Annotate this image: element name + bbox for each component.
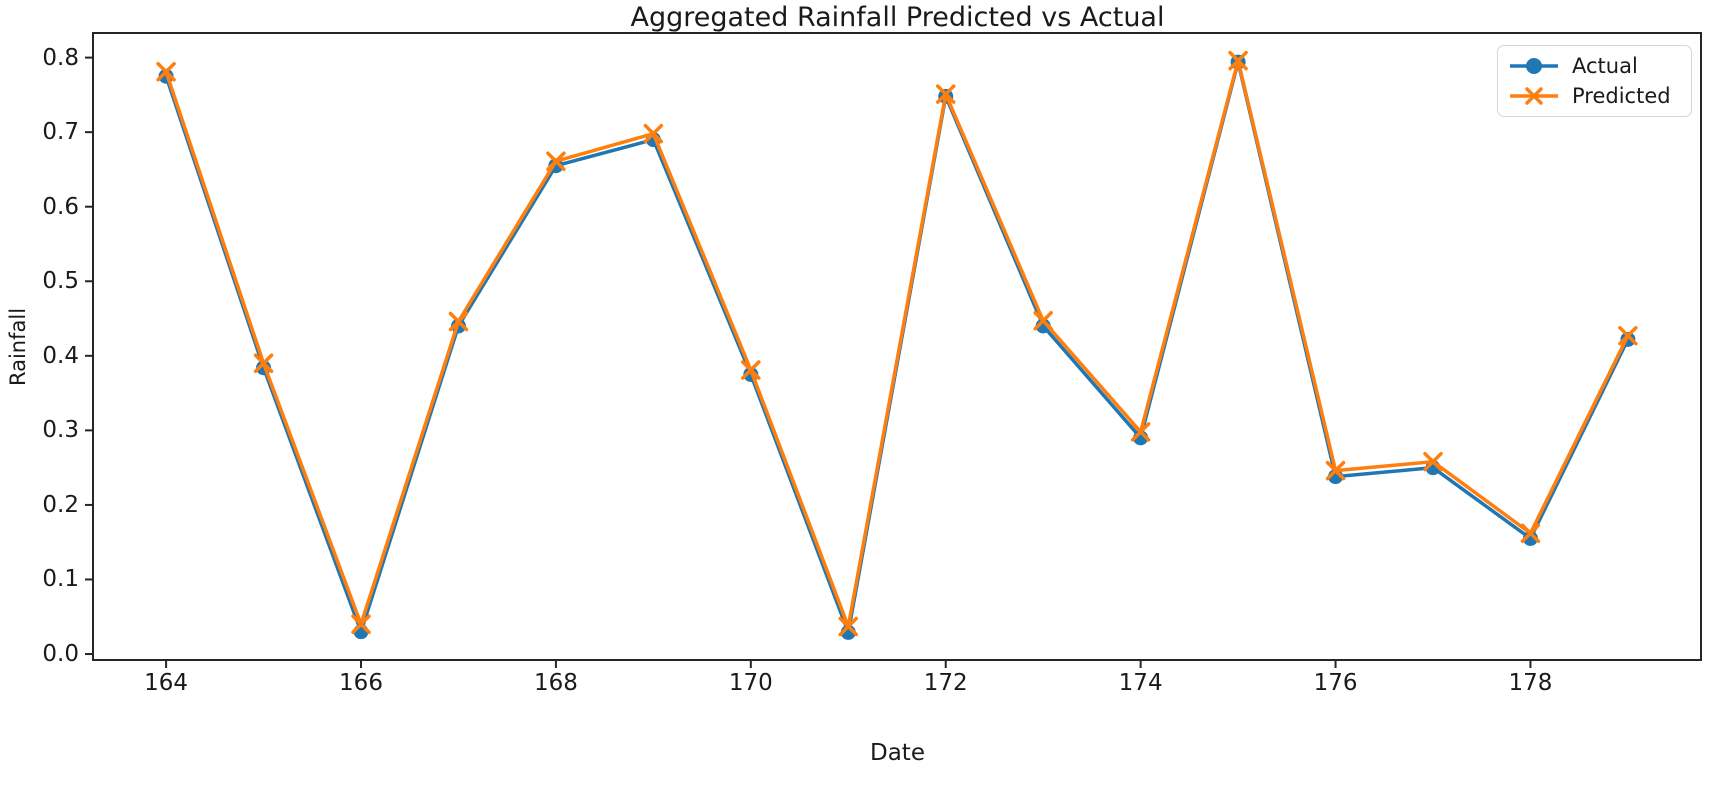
x-tick-label-174: 174 <box>1118 670 1163 696</box>
predicted-marker <box>448 311 469 332</box>
predicted-marker <box>351 614 371 634</box>
predicted-marker <box>1228 50 1248 71</box>
y-tick-label-0.7: 0.7 <box>42 119 79 146</box>
y-tick-label-0.2: 0.2 <box>42 491 79 518</box>
x-tick-label-164: 164 <box>144 670 189 696</box>
predicted-marker <box>1520 523 1541 544</box>
y-tick-label-0.3: 0.3 <box>42 417 79 444</box>
predicted-marker <box>1033 311 1053 331</box>
chart-title: Aggregated Rainfall Predicted vs Actual <box>630 2 1165 33</box>
y-tick-label-0.0: 0.0 <box>42 641 79 668</box>
predicted-line <box>164 58 1630 629</box>
predicted-marker <box>838 616 859 637</box>
legend-label-predicted: Predicted <box>1572 84 1671 108</box>
actual-line-marker-icon <box>1510 58 1558 74</box>
x-tick-label-172: 172 <box>923 670 968 696</box>
predicted-marker <box>643 123 664 144</box>
predicted-marker <box>1325 460 1346 481</box>
legend-item-actual: Actual <box>1508 53 1679 79</box>
legend[interactable]: Actual Predicted <box>1497 45 1692 117</box>
y-tick-label-0.1: 0.1 <box>42 566 79 593</box>
predicted-marker <box>1423 451 1443 472</box>
y-tick-label-0.5: 0.5 <box>42 268 79 295</box>
x-axis-label: Date <box>870 740 925 766</box>
predicted-marker <box>1130 422 1151 442</box>
x-tick-label-168: 168 <box>533 670 578 696</box>
legend-item-predicted: Predicted <box>1508 83 1679 109</box>
predicted-marker <box>935 84 956 104</box>
x-tick-label-176: 176 <box>1313 670 1358 696</box>
predicted-marker <box>741 360 761 380</box>
y-tick-label-0.8: 0.8 <box>42 44 79 71</box>
x-tick-label-170: 170 <box>728 670 773 696</box>
axes-spines <box>92 32 1702 661</box>
x-tick-label-166: 166 <box>339 670 383 696</box>
predicted-line-marker-icon <box>1510 87 1558 105</box>
predicted-marker <box>546 151 566 171</box>
predicted-marker <box>1618 325 1638 346</box>
y-tick-label-0.4: 0.4 <box>42 342 79 369</box>
legend-label-actual: Actual <box>1572 54 1638 78</box>
predicted-marker <box>253 353 274 374</box>
y-tick-label-0.6: 0.6 <box>42 193 79 220</box>
x-tick-label-178: 178 <box>1508 670 1553 696</box>
predicted-marker <box>156 62 176 82</box>
